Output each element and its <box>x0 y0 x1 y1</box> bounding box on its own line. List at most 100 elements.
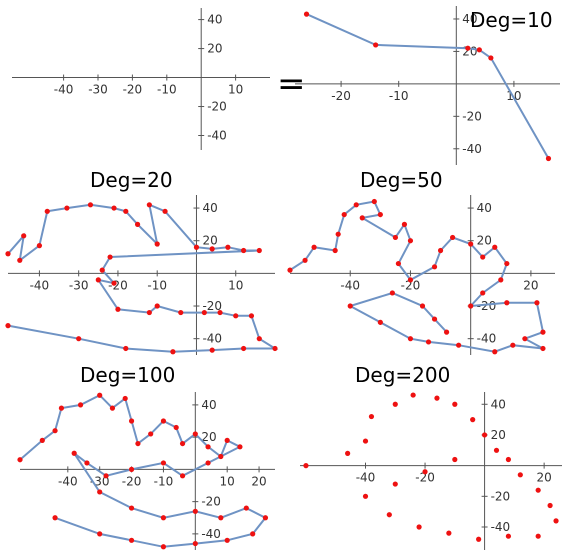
data-point <box>368 413 375 420</box>
data-point <box>218 515 224 521</box>
x-tick-label: -10 <box>147 278 167 292</box>
data-point <box>160 418 167 424</box>
data-point <box>476 536 482 542</box>
y-tick-label: -40 <box>462 142 482 156</box>
x-tick-label: -40 <box>340 278 360 292</box>
data-point <box>510 342 516 348</box>
x-tick-label: -30 <box>88 83 108 97</box>
data-point <box>128 505 135 511</box>
x-tick-label: -40 <box>30 278 50 292</box>
data-point <box>437 247 444 254</box>
data-point <box>95 277 101 283</box>
data-point <box>21 233 27 239</box>
data-point <box>332 247 338 254</box>
data-point <box>481 432 488 438</box>
x-tick-label: -10 <box>157 83 177 97</box>
x-tick-label: 20 <box>251 474 266 488</box>
data-point <box>287 267 293 273</box>
data-point <box>345 450 351 456</box>
data-point <box>39 437 45 443</box>
data-point <box>410 392 416 398</box>
panel-deg200: -40 -20 20 40 20 -20 -40 Deg=200 <box>300 363 562 550</box>
x-tick-label: 10 <box>228 83 243 97</box>
data-point <box>179 440 186 447</box>
data-point <box>535 533 541 539</box>
data-point <box>443 329 450 335</box>
data-point <box>493 447 500 453</box>
panel-deg10: -20 -10 10 40 20 -20 -40 Deg=10 <box>295 6 560 165</box>
y-tick-label: -20 <box>207 100 227 114</box>
series-line <box>289 200 545 353</box>
data-point <box>452 456 458 463</box>
data-point <box>303 463 309 469</box>
series-line <box>306 13 550 159</box>
data-point <box>248 313 255 319</box>
data-point <box>192 431 198 437</box>
data-point <box>173 424 179 431</box>
data-point <box>111 280 117 286</box>
y-tick-label: 20 <box>491 428 506 442</box>
data-point <box>52 515 58 521</box>
data-point <box>193 244 200 250</box>
data-point <box>347 303 353 309</box>
x-tick-label: -20 <box>401 278 421 292</box>
data-point <box>452 401 458 407</box>
data-point <box>84 460 90 466</box>
data-point <box>517 472 523 478</box>
y-tick-label: 40 <box>462 12 477 26</box>
data-point <box>224 537 230 543</box>
data-point <box>209 347 215 353</box>
panel-title: Deg=20 <box>90 168 173 192</box>
data-point <box>58 405 65 411</box>
data-point <box>335 231 341 237</box>
data-point <box>407 238 414 244</box>
x-tick-label: 20 <box>523 278 538 292</box>
data-point <box>547 502 553 509</box>
data-point <box>134 221 141 227</box>
data-point <box>540 329 546 335</box>
data-point <box>373 42 379 48</box>
data-point <box>205 460 211 466</box>
y-tick-label: -40 <box>491 520 511 534</box>
y-tick-label: -20 <box>491 489 511 503</box>
data-point <box>540 345 546 352</box>
data-point <box>456 342 462 348</box>
data-point <box>17 457 23 463</box>
data-point <box>44 208 50 214</box>
data-point <box>392 481 398 487</box>
y-tick-label: -20 <box>202 299 222 313</box>
data-point <box>371 198 377 205</box>
data-point <box>505 456 512 463</box>
data-point <box>431 316 438 322</box>
x-tick-label: -40 <box>58 474 78 488</box>
data-point <box>470 417 476 423</box>
data-point <box>407 277 414 283</box>
data-point <box>146 202 152 208</box>
y-tick-label: 40 <box>477 201 492 215</box>
data-point <box>97 531 103 537</box>
data-point <box>272 345 278 352</box>
x-tick-label: -10 <box>389 89 409 103</box>
data-point <box>419 303 426 309</box>
data-point <box>434 395 440 401</box>
y-tick-label: -40 <box>477 332 497 346</box>
y-tick-label: -40 <box>201 527 221 541</box>
data-point <box>87 202 94 208</box>
data-point <box>311 244 317 250</box>
data-point <box>146 309 152 316</box>
data-point <box>76 336 82 342</box>
data-point <box>5 323 11 329</box>
data-point <box>123 345 129 352</box>
data-point <box>123 208 129 214</box>
data-point <box>122 395 128 402</box>
y-tick-label: -20 <box>477 299 497 313</box>
y-tick-label: 20 <box>202 234 217 248</box>
data-point <box>468 241 474 247</box>
data-point <box>362 493 369 499</box>
data-point <box>303 11 310 17</box>
data-point <box>36 243 43 249</box>
panel-title: Deg=200 <box>355 363 450 387</box>
data-point <box>425 339 432 345</box>
data-point <box>148 431 154 437</box>
